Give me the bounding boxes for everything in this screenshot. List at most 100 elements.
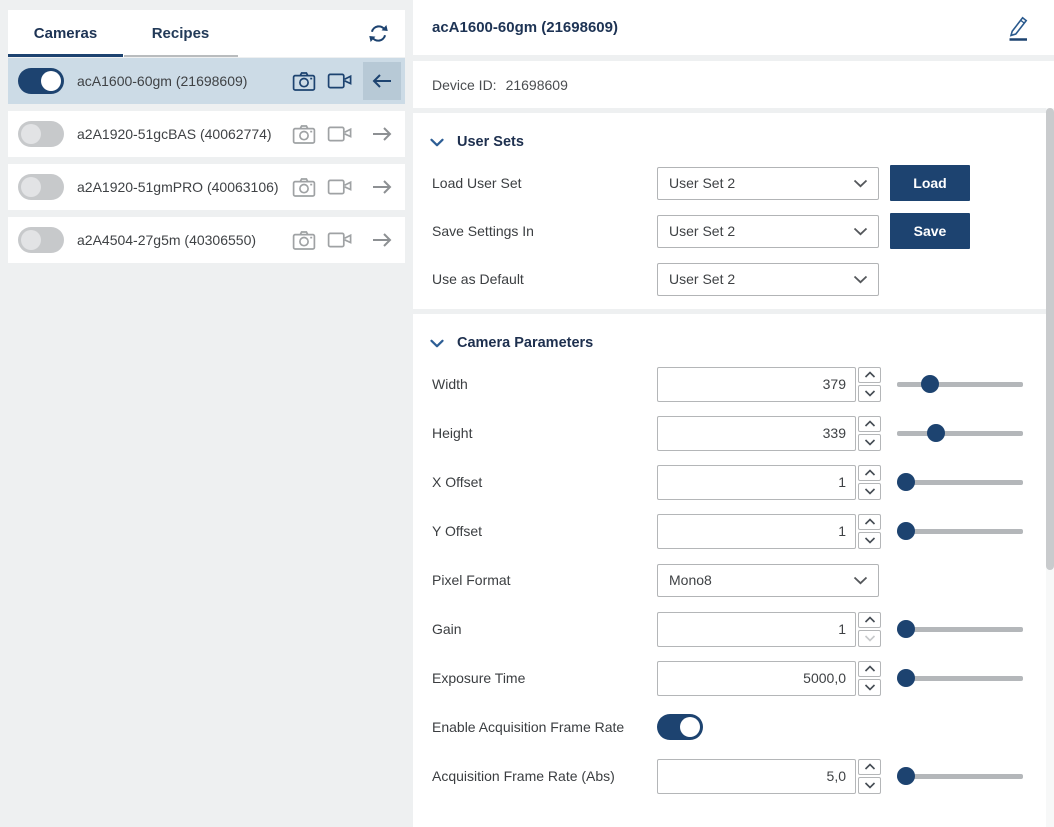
form-row-width: Width [413,366,1054,402]
stream-button[interactable] [325,172,355,202]
save-button[interactable]: Save [890,213,970,249]
edit-name-button[interactable] [1002,12,1032,44]
spin-up-button[interactable] [858,611,881,628]
enable-acquisition-frame-rate-toggle[interactable] [657,714,703,740]
field-label: Pixel Format [432,572,511,588]
open-details-button[interactable] [363,115,401,153]
spin-up-button[interactable] [858,513,881,530]
width-slider[interactable] [897,375,1023,393]
snapshot-button[interactable] [289,119,319,149]
slider-thumb[interactable] [897,522,915,540]
spin-down-button[interactable] [858,532,881,549]
load-button[interactable]: Load [890,165,970,201]
spin-down-button[interactable] [858,385,881,402]
gain-slider[interactable] [897,620,1023,638]
form-row-acquisition-frame-rate: Acquisition Frame Rate (Abs) [413,758,1054,794]
slider-thumb[interactable] [897,620,915,638]
section-user-sets-header[interactable]: User Sets [413,113,1054,153]
spin-down-button[interactable] [858,777,881,794]
camera-row-2[interactable]: a2A1920-51gmPRO (40063106) [8,164,405,210]
x-offset-slider[interactable] [897,473,1023,491]
open-details-button[interactable] [363,221,401,259]
snapshot-button[interactable] [289,225,319,255]
chevron-down-icon [430,138,444,147]
spin-down-button[interactable] [858,679,881,696]
slider-thumb[interactable] [897,669,915,687]
section-camera-parameters-header[interactable]: Camera Parameters [413,314,1054,354]
spin-up-button[interactable] [858,366,881,383]
form-row-use-as-default: Use as Default User Set 2 [413,261,1054,297]
spin-up-button[interactable] [858,464,881,481]
form-row-exposure-time: Exposure Time [413,660,1054,696]
arrow-right-icon [371,178,393,196]
width-input[interactable] [657,366,856,402]
camera-row-actions [289,221,401,259]
tab-cameras-label: Cameras [33,25,98,42]
acquisition-frame-rate-input[interactable] [657,758,856,794]
toggle-knob [21,124,41,144]
slider-thumb[interactable] [897,767,915,785]
x-offset-input[interactable] [657,464,856,500]
sidebar-tabbar: Cameras Recipes [8,10,405,57]
slider-track[interactable] [897,627,1023,632]
camera-enable-toggle[interactable] [18,121,64,147]
y-offset-field [657,513,882,549]
load-user-set-dropdown[interactable]: User Set 2 [657,166,879,200]
panel-content: User Sets Load User Set User Set 2 Load … [413,113,1054,794]
spin-up-button[interactable] [858,415,881,432]
device-id-label: Device ID: [432,76,497,93]
chevron-down-icon [430,339,444,348]
camera-enable-toggle[interactable] [18,227,64,253]
slider-thumb[interactable] [897,473,915,491]
stream-button[interactable] [325,225,355,255]
scrollbar[interactable] [1046,108,1054,827]
slider-track[interactable] [897,676,1023,681]
exposure-time-input[interactable] [657,660,856,696]
scrollbar-thumb[interactable] [1046,108,1054,570]
slider-track[interactable] [897,774,1023,779]
height-field [657,415,882,451]
snapshot-button[interactable] [289,66,319,96]
camera-name: a2A1920-51gcBAS (40062774) [77,126,272,142]
y-offset-slider[interactable] [897,522,1023,540]
tab-cameras[interactable]: Cameras [8,10,123,57]
slider-track[interactable] [897,529,1023,534]
field-label: X Offset [432,474,483,490]
acquisition-frame-rate-slider[interactable] [897,767,1023,785]
slider-thumb[interactable] [920,375,939,393]
snapshot-button[interactable] [289,172,319,202]
use-as-default-dropdown[interactable]: User Set 2 [657,262,879,296]
stream-button[interactable] [325,66,355,96]
gain-input[interactable] [657,611,856,647]
pencil-icon [1005,14,1029,42]
slider-thumb[interactable] [927,424,946,442]
height-slider[interactable] [897,424,1023,442]
open-details-button[interactable] [363,168,401,206]
camera-row-0[interactable]: acA1600-60gm (21698609) [8,58,405,104]
camera-row-3[interactable]: a2A4504-27g5m (40306550) [8,217,405,263]
x-offset-field [657,464,882,500]
spin-down-button[interactable] [858,434,881,451]
pixel-format-dropdown[interactable]: Mono8 [657,563,879,597]
slider-track[interactable] [897,382,1023,387]
camera-row-actions [289,62,401,100]
exposure-time-slider[interactable] [897,669,1023,687]
spin-down-button[interactable] [858,483,881,500]
field-label: Load User Set [432,175,522,191]
selected-value: User Set 2 [669,271,736,287]
height-input[interactable] [657,415,856,451]
save-settings-in-dropdown[interactable]: User Set 2 [657,214,879,248]
camera-row-1[interactable]: a2A1920-51gcBAS (40062774) [8,111,405,157]
y-offset-input[interactable] [657,513,856,549]
collapse-details-button[interactable] [363,62,401,100]
slider-track[interactable] [897,480,1023,485]
camera-enable-toggle[interactable] [18,174,64,200]
spin-up-button[interactable] [858,660,881,677]
spin-up-button[interactable] [858,758,881,775]
tab-recipes[interactable]: Recipes [123,10,238,57]
stream-button[interactable] [325,119,355,149]
slider-track[interactable] [897,431,1023,436]
selected-value: User Set 2 [669,175,736,191]
refresh-button[interactable] [363,19,393,49]
camera-enable-toggle[interactable] [18,68,64,94]
